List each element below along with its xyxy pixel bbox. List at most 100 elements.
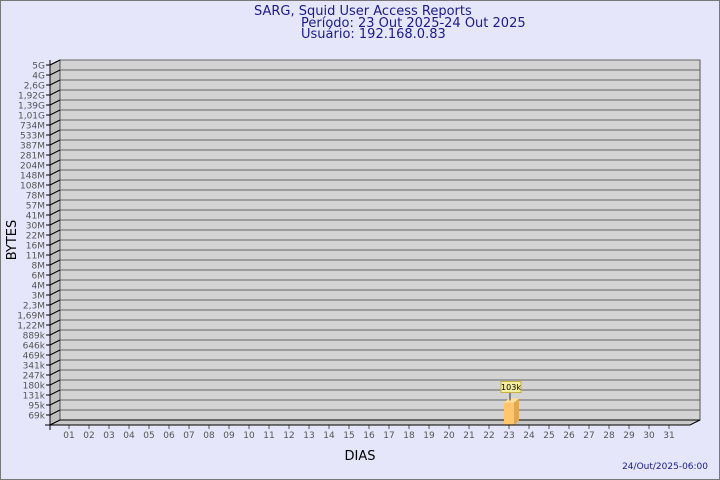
y-tick-slant xyxy=(49,149,61,156)
x-tick-label: 03 xyxy=(103,431,114,441)
y-tick-slant xyxy=(49,69,61,76)
y-tick-label: 95k xyxy=(28,402,45,412)
y-tick-label: 1,01G xyxy=(18,112,45,122)
y-tick-slant xyxy=(49,249,61,256)
y-tick-label: 1,39G xyxy=(18,102,45,112)
x-tick-label: 27 xyxy=(583,431,594,441)
x-tick-label: 23 xyxy=(503,431,514,441)
y-tick-label: 30M xyxy=(26,222,45,232)
y-tick-slant xyxy=(49,379,61,386)
x-axis-label: DIAS xyxy=(345,449,376,464)
y-tick-label: 11M xyxy=(26,252,45,262)
y-tick-slant xyxy=(49,409,61,416)
x-tick-label: 24 xyxy=(523,431,535,441)
x-tick-label: 11 xyxy=(263,431,274,441)
x-tick-label: 28 xyxy=(603,431,615,441)
y-tick-slant xyxy=(49,229,61,236)
y-tick-label: 22M xyxy=(26,232,45,242)
y-tick-label: 204M xyxy=(20,162,45,172)
y-tick-label: 69k xyxy=(28,412,45,422)
y-tick-slant xyxy=(49,259,61,266)
y-tick-slant xyxy=(49,289,61,296)
y-tick-slant xyxy=(49,59,61,66)
y-tick-label: 4M xyxy=(32,282,46,292)
y-tick-slant xyxy=(49,159,61,166)
x-tick-label: 17 xyxy=(383,431,394,441)
x-tick-label: 14 xyxy=(323,431,335,441)
x-tick-label: 01 xyxy=(63,431,74,441)
y-tick-slant xyxy=(49,199,61,206)
y-tick-label: 131k xyxy=(23,392,46,402)
x-tick-label: 12 xyxy=(283,431,294,441)
x-tick-label: 18 xyxy=(403,431,415,441)
y-tick-slant xyxy=(49,369,61,376)
y-tick-slant xyxy=(49,209,61,216)
data-label-box xyxy=(500,380,522,393)
y-tick-slant xyxy=(49,119,61,126)
y-tick-slant xyxy=(49,179,61,186)
x-tick-label: 25 xyxy=(543,431,554,441)
y-tick-label: 533M xyxy=(20,132,45,142)
bar-day-23 xyxy=(504,402,514,425)
y-tick-slant xyxy=(49,169,61,176)
x-tick-label: 09 xyxy=(223,431,235,441)
y-tick-label: 16M xyxy=(26,242,45,252)
y-tick-label: 4G xyxy=(32,72,45,82)
footer-timestamp: 24/Out/2025-06:00 xyxy=(622,462,708,472)
chart-user: Usuário: 192.168.0.83 xyxy=(301,27,446,42)
y-tick-label: 281M xyxy=(20,152,45,162)
y-tick-slant xyxy=(49,99,61,106)
x-tick-label: 05 xyxy=(143,431,154,441)
y-tick-slant xyxy=(49,359,61,366)
y-tick-slant xyxy=(49,109,61,116)
y-tick-slant xyxy=(49,239,61,246)
y-tick-slant xyxy=(49,319,61,326)
x-tick-label: 06 xyxy=(163,431,175,441)
y-tick-slant xyxy=(49,389,61,396)
y-tick-label: 889k xyxy=(23,332,46,342)
y-tick-label: 646k xyxy=(23,342,46,352)
y-tick-label: 57M xyxy=(26,202,45,212)
x-tick-label: 16 xyxy=(363,431,375,441)
y-tick-slant xyxy=(49,399,61,406)
x-tick-label: 15 xyxy=(343,431,354,441)
y-tick-label: 3M xyxy=(32,292,46,302)
y-tick-label: 387M xyxy=(20,142,45,152)
x-tick-label: 21 xyxy=(463,431,474,441)
y-tick-slant xyxy=(49,89,61,96)
y-tick-label: 41M xyxy=(26,212,45,222)
y-tick-slant xyxy=(49,309,61,316)
y-tick-label: 148M xyxy=(20,172,45,182)
y-tick-slant xyxy=(49,219,61,226)
y-tick-slant xyxy=(49,299,61,306)
x-tick-label: 22 xyxy=(483,431,494,441)
floor xyxy=(49,419,701,426)
bar-top xyxy=(504,398,519,403)
chart-title: SARG, Squid User Access Reports xyxy=(254,4,472,19)
data-label: 103k xyxy=(501,383,521,392)
y-tick-label: 5G xyxy=(32,62,45,72)
y-tick-label: 1,69M xyxy=(17,312,45,322)
y-tick-label: 1,22M xyxy=(17,322,45,332)
y-tick-slant xyxy=(49,139,61,146)
chart-period: Período: 23 Out 2025-24 Out 2025 xyxy=(301,16,526,31)
y-tick-label: 6M xyxy=(32,272,46,282)
y-tick-label: 108M xyxy=(20,182,45,192)
x-tick-label: 26 xyxy=(563,431,575,441)
y-axis-label: BYTES xyxy=(5,220,20,261)
y-tick-label: 247k xyxy=(23,372,46,382)
x-tick-label: 04 xyxy=(123,431,135,441)
y-tick-label: 1,92G xyxy=(18,92,45,102)
x-tick-label: 30 xyxy=(643,431,655,441)
x-tick-label: 20 xyxy=(443,431,455,441)
y-tick-label: 78M xyxy=(26,192,45,202)
x-tick-label: 08 xyxy=(203,431,215,441)
y-tick-slant xyxy=(49,339,61,346)
y-tick-label: 469k xyxy=(23,352,46,362)
y-tick-label: 2,6G xyxy=(24,82,45,92)
bar-side xyxy=(514,398,519,425)
y-tick-slant xyxy=(49,79,61,86)
x-tick-label: 29 xyxy=(623,431,635,441)
